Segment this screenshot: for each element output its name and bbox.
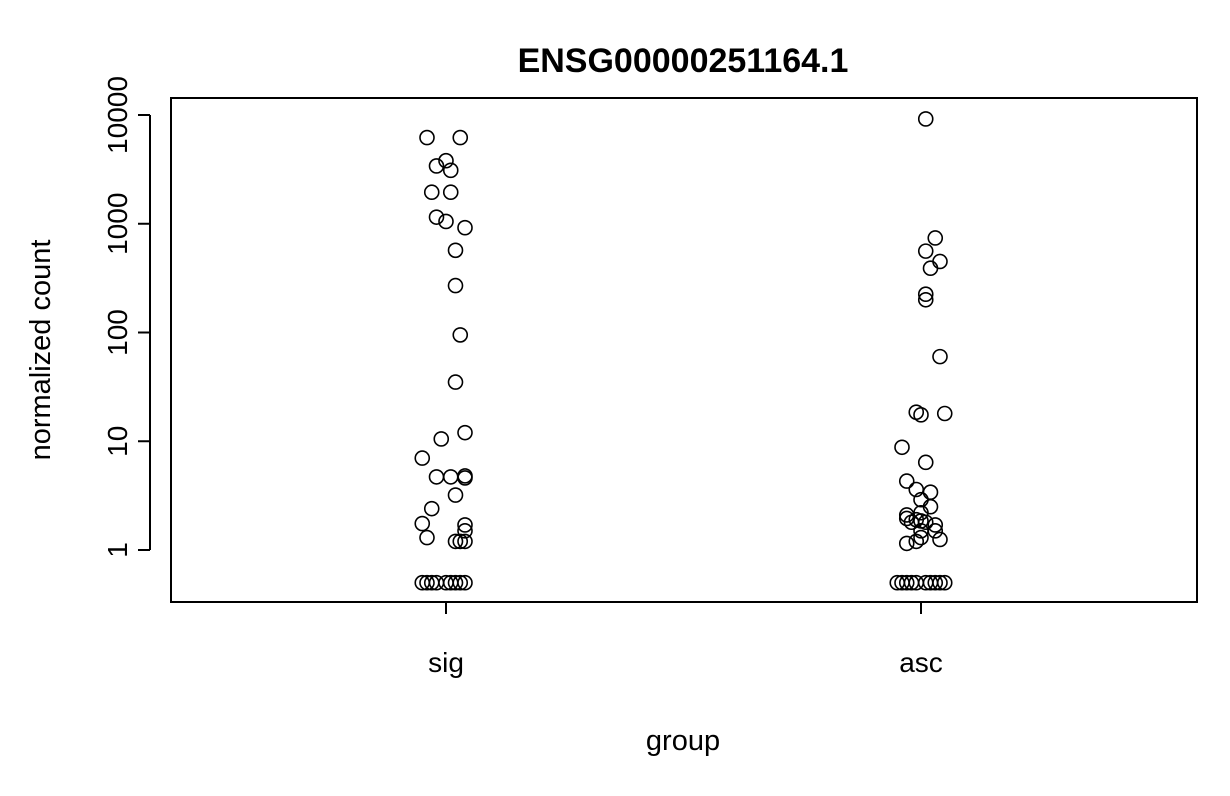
data-point-sig [447,574,464,591]
data-point-asc [932,531,948,548]
data-point-asc [898,535,915,552]
data-point-sig [442,184,459,201]
data-point-sig [452,327,469,343]
data-point-sig [457,219,473,236]
data-point-asc [936,574,953,591]
x-tick-label: asc [899,647,943,678]
data-point-asc [922,260,939,277]
data-point-asc [913,529,929,546]
data-point-asc [913,407,929,423]
data-point-sig [433,431,450,447]
y-axis: 1 10 100 1000 10000 [102,76,151,558]
data-point-sig [457,517,473,533]
data-point-sig [447,242,464,259]
data-point-asc [922,484,939,501]
data-point-asc [898,574,915,591]
data-point-asc [917,291,934,308]
y-tick-label: 100 [102,309,133,356]
data-point-sig [414,515,431,532]
chart-title: ENSG00000251164.1 [518,42,849,80]
data-points [414,111,953,591]
data-point-asc [927,574,944,591]
data-point-sig [447,487,464,503]
data-point-asc [917,111,934,127]
data-point-sig [419,529,435,546]
data-point-sig [452,533,469,550]
data-point-asc [932,253,948,270]
data-point-sig [419,574,435,591]
y-tick-label: 10 [102,426,133,457]
data-point-sig [447,533,464,550]
data-point-sig [452,129,469,146]
data-point-sig [457,424,473,441]
data-point-sig [447,374,464,390]
plot-frame [170,97,1198,603]
y-tick-label: 1000 [102,193,133,255]
data-point-asc [917,286,934,303]
data-point-asc [927,230,944,246]
y-tick-label: 1 [102,542,133,558]
data-point-sig [457,533,473,550]
data-point-sig [428,158,445,174]
data-point-sig [447,277,464,294]
data-point-sig [442,469,459,485]
data-point-sig [423,500,440,517]
x-axis-label: group [646,725,720,757]
data-point-sig [457,523,473,539]
data-point-sig [442,162,459,179]
data-point-asc [908,533,925,550]
data-point-sig [428,209,445,225]
data-point-asc [917,514,934,531]
data-point-sig [438,152,454,169]
data-point-asc [917,454,934,471]
y-axis-label: normalized count [25,240,57,461]
data-point-sig [452,574,469,591]
data-point-asc [927,523,944,539]
data-point-sig [414,450,431,466]
data-point-sig [428,469,445,485]
data-point-sig [419,129,435,146]
data-point-asc [936,405,953,422]
data-point-asc [917,243,934,259]
x-tick-label: sig [428,647,464,678]
data-point-asc [898,473,915,489]
data-point-asc [932,574,948,591]
data-point-sig [457,574,473,591]
data-point-asc [927,517,944,533]
y-tick-label: 10000 [102,76,133,154]
data-point-sig [438,213,454,230]
data-point-sig [423,184,440,201]
data-point-asc [894,439,910,456]
x-axis: sig asc [428,602,943,678]
data-point-sig [457,470,473,486]
data-point-asc [932,348,948,365]
